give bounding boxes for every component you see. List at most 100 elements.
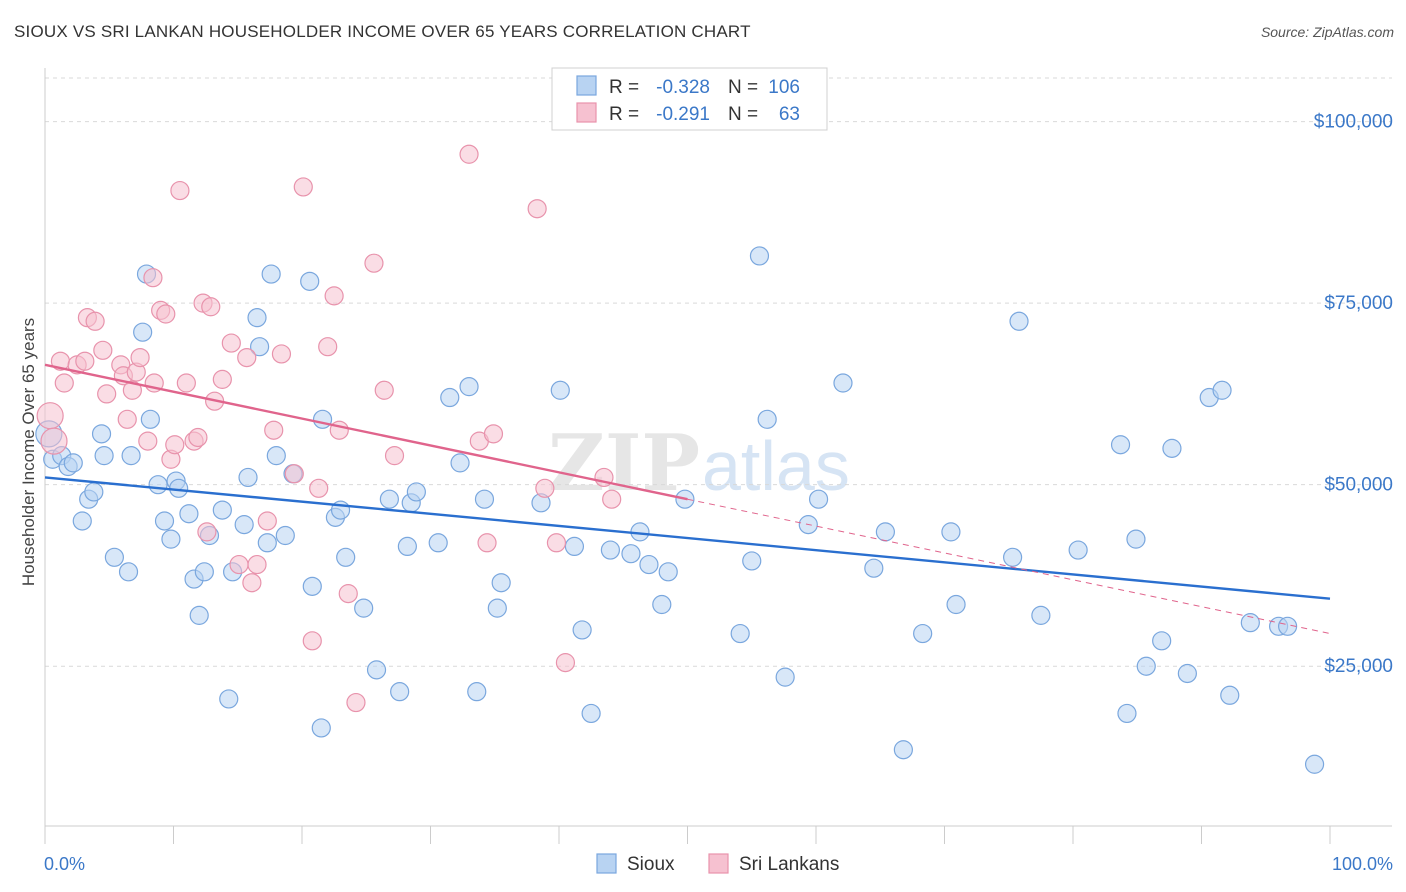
sioux-point [261,264,281,284]
sri-lankan-point [271,344,292,364]
sioux-point [564,536,585,557]
y-tick-label: $100,000 [1314,112,1393,133]
sri-n-label: N = [728,104,758,125]
sioux-point [63,453,83,473]
sioux-point [366,660,387,680]
sioux-point [875,522,895,542]
sri-lankan-point [130,347,150,368]
sioux-point [1003,547,1023,567]
sri-lankan-point [338,584,358,604]
y-tick-label: $50,000 [1324,475,1393,496]
sioux-point [946,594,966,615]
sioux-point [730,623,750,644]
sri-r-label: R = [609,104,639,125]
sri-lankan-point [143,268,163,288]
sioux-point [133,322,153,342]
sri-lankan-point [197,522,217,542]
sri-n-value: 63 [779,104,800,125]
sri-lankan-point [117,409,137,429]
sioux-point [757,409,777,429]
sri-lankan-point [156,304,176,324]
sri-lankan-point [97,384,117,404]
sioux-point [808,489,829,509]
sri-lankan-trend-line [44,363,688,501]
sioux-point [104,547,124,567]
sioux-point [1031,605,1051,625]
sioux-point [487,598,507,618]
sioux-point [161,529,181,549]
sioux-point [450,453,470,473]
sioux-point [234,515,254,535]
sri-lankan-point [384,446,405,466]
sri-lankan-point [165,435,185,455]
sioux-point [572,620,592,640]
sioux-bottom-label: Sioux [627,854,675,875]
sri-lankan-point [75,351,95,371]
sioux-point [491,573,511,593]
sioux-n-label: N = [728,77,758,98]
sri-lankan-point [546,533,567,553]
sioux-point [406,482,426,502]
sioux-point [275,525,295,546]
sioux-point [94,446,114,466]
sioux-legend-swatch [576,75,597,96]
sri-lankan-point [459,144,479,164]
sioux-n-value: 106 [768,77,800,98]
bottom-legend: Sioux Sri Lankans [596,853,839,875]
sioux-point [1110,435,1131,455]
chart-title: SIOUX VS SRI LANKAN HOUSEHOLDER INCOME O… [14,22,751,41]
sioux-point [154,511,175,531]
sioux-point [428,533,448,553]
legend-frame [551,67,828,131]
sioux-r-label: R = [609,77,639,98]
sioux-point [300,271,320,291]
sri-lankan-point [54,373,74,393]
sioux-point [257,533,277,553]
sioux-point [148,475,168,495]
x-tick-label-min: 0.0% [44,854,85,874]
sri-lankan-point [36,402,64,430]
sioux-point [864,558,884,578]
sri-lankan-point [264,420,284,440]
sri-lankan-point [257,511,277,531]
sioux-point [550,380,570,400]
sri-lankan-point [93,340,113,360]
sioux-point [336,547,356,567]
sioux-point [1277,616,1298,636]
sioux-point [742,551,762,571]
sri-lankan-point [483,424,504,444]
sioux-point [247,308,267,328]
sri-lankan-trend-extension [687,498,1331,635]
sioux-point [1240,613,1260,633]
sioux-point [1220,685,1240,705]
sri-lankan-point [602,489,622,509]
sioux-point [354,598,374,618]
sri-lankan-point [85,311,105,331]
sioux-point [1162,438,1182,458]
sri-lankan-point [324,286,344,306]
sioux-point [379,489,399,509]
sioux-point [1152,631,1172,651]
sri-lankan-point [188,427,208,448]
x-tick-label-max: 100.0% [1332,854,1393,874]
sioux-point [249,337,270,357]
sri-lankan-point [242,573,262,593]
sri-lankan-point [555,653,576,673]
watermark-atlas: atlas [702,427,850,505]
sioux-bottom-swatch [596,853,617,874]
sri-lankan-point [535,478,555,498]
sioux-point [72,511,92,531]
sri-lankan-point [176,373,196,393]
y-tick-label: $25,000 [1324,656,1393,677]
sri-legend-swatch [576,102,597,123]
sioux-point [1117,703,1137,724]
sioux-point [118,562,139,582]
sri-lankan-point [284,464,304,484]
sioux-point [179,504,199,524]
sri-lankan-point [374,380,394,400]
sioux-trend-line [44,476,1331,600]
sioux-point [440,387,460,408]
sioux-point [212,500,232,520]
sioux-point [600,540,621,560]
